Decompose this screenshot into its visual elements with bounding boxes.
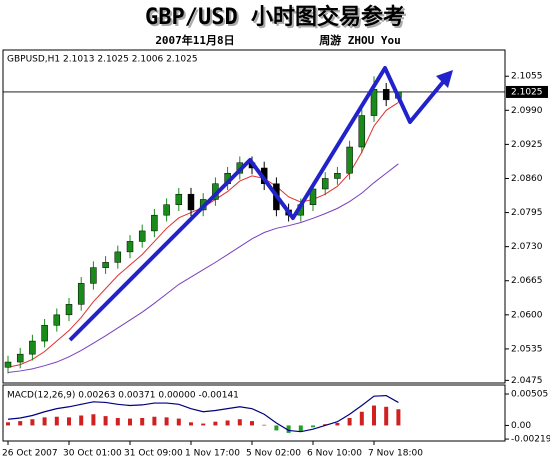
macd-bar <box>128 418 132 426</box>
macd-bar <box>30 419 35 426</box>
macd-line <box>7 394 399 433</box>
chart-title-shadow: GBP/USD 小时图交易参考 <box>147 6 407 32</box>
forecast-zigzag <box>68 66 450 342</box>
candle-body <box>29 340 36 355</box>
candle-body <box>358 115 366 148</box>
macd-bar <box>298 425 303 432</box>
y-tick-label: 2.0795 <box>511 208 543 218</box>
macd-y-tick-label: 0.00505 <box>511 390 548 400</box>
y-tick-label: 2.0600 <box>511 310 543 320</box>
y-tick-label: 2.0990 <box>511 106 543 116</box>
candle-body <box>102 262 109 268</box>
macd-bar <box>396 409 401 426</box>
macd-bar <box>189 422 193 426</box>
candle-body <box>151 214 158 232</box>
macd-y-tick-label: -0.00219 <box>511 435 550 445</box>
macd-bar <box>54 416 59 426</box>
macd-panel <box>2 384 506 442</box>
candle-body <box>175 193 183 205</box>
candle-body <box>53 314 61 326</box>
x-tick-label: 5 Nov 02:00 <box>246 449 301 459</box>
y-tick-label: 2.0730 <box>511 242 543 252</box>
macd-bar <box>213 421 218 426</box>
macd-bar <box>335 422 340 426</box>
candle-body <box>321 178 329 190</box>
macd-bar <box>115 417 120 426</box>
candle-body <box>126 241 134 253</box>
candle-body <box>114 251 122 263</box>
y-tick-label: 2.1055 <box>511 72 543 82</box>
macd-bar <box>201 423 206 426</box>
macd-bar <box>372 405 376 426</box>
candle-body <box>41 325 48 342</box>
candle-body <box>334 172 341 179</box>
macd-bar <box>359 411 364 426</box>
macd-bar <box>103 416 108 426</box>
macd-bar <box>42 417 47 426</box>
candle-body <box>138 230 146 242</box>
macd-bar <box>225 420 230 426</box>
x-tick-label: 26 Oct 2007 <box>2 449 58 459</box>
y-tick-label: 2.0860 <box>511 174 543 184</box>
y-tick-label: 2.0475 <box>511 376 543 386</box>
candle-body <box>65 304 73 316</box>
candle-body <box>187 193 195 211</box>
macd-bar <box>347 417 352 426</box>
macd-bar <box>262 424 267 426</box>
candle-body <box>4 361 12 368</box>
chart-title: GBP/USD 小时图交易参考 <box>145 4 405 30</box>
macd-bar <box>176 418 181 426</box>
x-tick-label: 31 Oct 09:00 <box>124 449 183 459</box>
macd-bar <box>274 425 279 431</box>
price-header: GBPUSD,H1 2.1013 2.1025 2.1006 2.1025 <box>7 55 198 65</box>
author: 周游 ZHOU You <box>319 33 401 47</box>
x-tick-label: 6 Nov 10:00 <box>307 449 362 459</box>
y-tick-label: 2.0925 <box>511 140 543 150</box>
macd-bar <box>18 421 23 426</box>
x-tick-label: 30 Oct 01:00 <box>63 449 122 459</box>
current-price-box <box>506 85 548 98</box>
x-tick-label: 1 Nov 17:00 <box>185 449 240 459</box>
candle-body <box>163 204 170 216</box>
macd-title: MACD(12,26,9) 0.00263 0.00371 0.00000 -0… <box>7 391 239 401</box>
x-tick-label: 7 Nov 18:00 <box>368 449 423 459</box>
candle-body <box>370 89 378 116</box>
candle-body <box>382 89 390 101</box>
macd-y-tick-label: 0.00 <box>511 421 531 431</box>
y-tick-label: 2.0665 <box>511 276 543 286</box>
macd-bar <box>311 425 315 428</box>
macd-bar <box>67 417 71 426</box>
macd-bar <box>250 421 254 426</box>
candle-body <box>90 267 97 284</box>
macd-bar <box>237 419 242 426</box>
candle-body <box>77 283 85 305</box>
macd-bar <box>6 422 10 426</box>
date: 2007年11月8日 <box>155 33 234 47</box>
y-tick-label: 2.0535 <box>511 344 543 354</box>
candle-body <box>16 353 24 363</box>
macd-bar <box>152 416 157 426</box>
current-price-label: 2.1025 <box>511 87 543 97</box>
macd-bar <box>286 425 291 433</box>
macd-bar <box>79 415 84 426</box>
candle-body <box>346 146 353 174</box>
macd-bar <box>164 417 169 426</box>
forecast-arrowhead <box>436 70 453 88</box>
macd-bar <box>384 406 389 426</box>
macd-bar <box>140 417 145 426</box>
macd-bar <box>91 414 96 426</box>
moving-average <box>7 163 399 374</box>
